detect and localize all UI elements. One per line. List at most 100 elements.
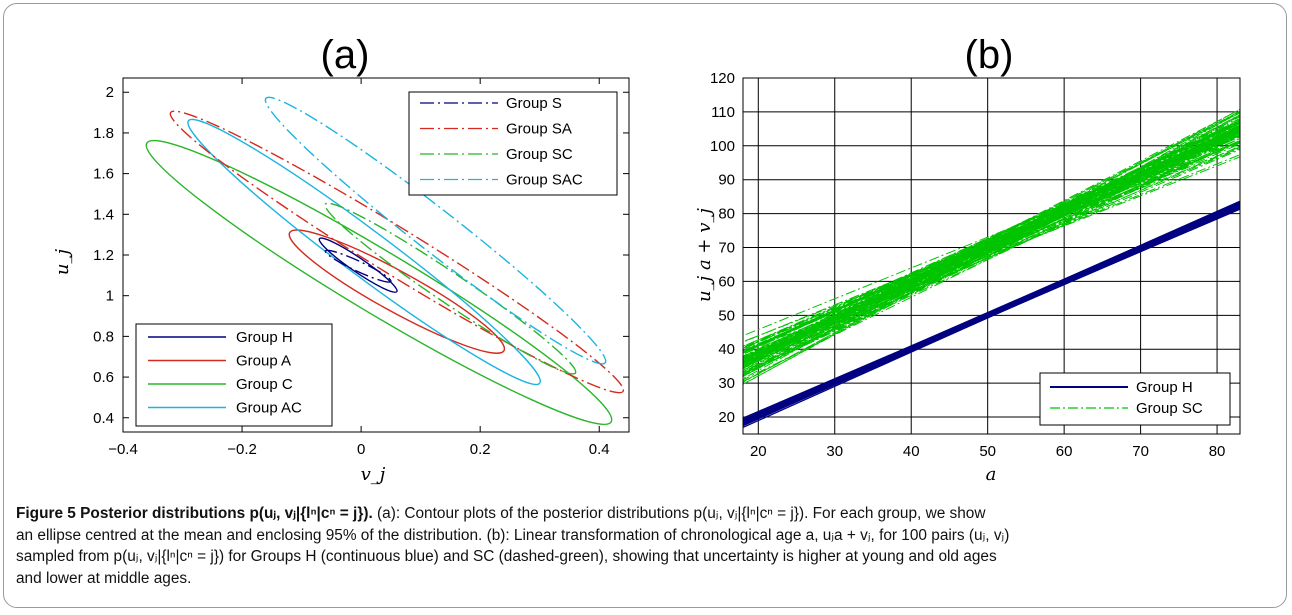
x-tick-label: 70 <box>1132 443 1149 460</box>
panel-a: (a) −0.4 −0.2 0 0.2 0.4 0.4 0.6 0.8 1 1.2 1.4 1.6 1.… <box>52 33 630 485</box>
x-tick-label: 0 <box>357 441 365 458</box>
sc-sample-line <box>743 120 1240 369</box>
figure-caption: Figure 5 Posterior distributions p(uⱼ, v… <box>16 503 1278 589</box>
x-tick-label: −0.4 <box>108 441 138 458</box>
y-tick-label: 0.8 <box>93 328 114 345</box>
y-tick-label: 80 <box>718 206 735 223</box>
sc-sample-line <box>743 129 1240 371</box>
sc-sample-line <box>743 116 1240 383</box>
legend-label: Group C <box>236 376 293 393</box>
y-tick-label: 1.8 <box>93 125 114 142</box>
legend-label: Group SC <box>1136 400 1203 417</box>
sc-sample-line <box>743 130 1240 359</box>
legend-label: Group S <box>506 95 562 112</box>
y-tick-label: 60 <box>718 273 735 290</box>
sc-sample-line <box>743 131 1240 377</box>
x-tick-label: 20 <box>750 443 767 460</box>
panel-a-ylabel: u_j <box>52 249 73 276</box>
sc-sample-line <box>743 145 1240 368</box>
panel-a-legend-top-right: Group S Group SA Group SC Group SAC <box>408 91 618 196</box>
x-tick-label: 40 <box>903 443 920 460</box>
legend-label: Group H <box>236 329 293 346</box>
legend-label: Group SC <box>506 146 573 163</box>
ellipse-group-sac <box>264 96 607 365</box>
x-tick-label: 0.2 <box>470 441 491 458</box>
sc-sample-line <box>743 134 1240 358</box>
panel-b-xlabel: a <box>986 464 997 485</box>
ellipse-group-sa <box>169 110 625 394</box>
sc-sample-line <box>743 112 1240 368</box>
sc-sample-line <box>743 124 1240 353</box>
sc-sample-line <box>743 146 1240 343</box>
figure-svg: (a) −0.4 −0.2 0 0.2 0.4 0.4 0.6 0.8 1 1.2 1.4 1.6 1.… <box>52 33 1241 485</box>
sc-sample-line <box>743 126 1240 354</box>
h-sample-line <box>743 202 1240 425</box>
y-tick-label: 20 <box>718 409 735 426</box>
x-tick-label: 50 <box>979 443 996 460</box>
sc-sample-line <box>743 126 1240 367</box>
y-tick-label: 2 <box>106 84 114 101</box>
x-tick-label: 0.4 <box>589 441 610 458</box>
panel-a-legend-bottom-left: Group H Group A Group C Group AC <box>135 323 333 427</box>
caption-line-3: sampled from p(uⱼ, vⱼ|{lⁿ|cⁿ = j}) for G… <box>16 548 997 565</box>
y-tick-label: 0.4 <box>93 410 114 427</box>
y-tick-label: 90 <box>718 172 735 189</box>
y-tick-label: 110 <box>711 104 735 121</box>
y-tick-label: 40 <box>718 341 735 358</box>
sc-sample-line <box>743 149 1240 364</box>
y-tick-label: 50 <box>718 307 735 324</box>
sc-sample-line <box>743 135 1240 337</box>
caption-text-1: (a): Contour plots of the posterior dist… <box>377 505 986 522</box>
ellipse-group-ac <box>187 118 541 386</box>
legend-box-b <box>1039 372 1231 426</box>
x-tick-label: −0.2 <box>227 441 257 458</box>
y-tick-label: 1.6 <box>93 166 114 183</box>
ellipse-group-a <box>288 229 506 354</box>
sc-sample-line <box>743 140 1240 375</box>
h-sample-line <box>743 206 1240 426</box>
x-tick-label: 60 <box>1056 443 1073 460</box>
y-tick-label: 30 <box>718 375 735 392</box>
legend-label: Group SA <box>506 121 572 138</box>
y-tick-label: 100 <box>710 138 735 155</box>
legend-box-bottom-left <box>135 323 333 427</box>
caption-line-1: Figure 5 Posterior distributions p(uⱼ, v… <box>16 503 1278 525</box>
caption-line-4: and lower at middle ages. <box>16 569 192 587</box>
panel-b-title: (b) <box>965 33 1014 77</box>
panel-a-ticks: −0.4 −0.2 0 0.2 0.4 0.4 0.6 0.8 1 1.2 1.4 1.6 1.8 2 <box>93 78 629 458</box>
y-tick-label: 1.4 <box>93 206 114 223</box>
caption-title: Posterior distributions p(uⱼ, vⱼ|{lⁿ|cⁿ … <box>80 505 373 522</box>
legend-box-top-right <box>408 91 618 196</box>
x-tick-label: 30 <box>826 443 843 460</box>
sc-sample-line <box>743 156 1240 353</box>
legend-label: Group AC <box>236 400 302 417</box>
panel-b-ylabel: u_j a + v_j <box>694 208 715 302</box>
ellipse-group-h <box>318 237 398 293</box>
legend-label: Group H <box>1136 379 1193 396</box>
legend-label: Group SAC <box>506 172 583 189</box>
panel-b-legend: Group H Group SC <box>1039 372 1231 426</box>
panel-b-lines <box>743 108 1240 429</box>
sc-sample-line <box>743 140 1240 362</box>
sc-sample-line <box>743 147 1240 352</box>
panel-a-xlabel: v_j <box>361 464 386 485</box>
sc-sample-line <box>743 140 1240 373</box>
panel-a-ellipses <box>145 96 625 426</box>
caption-label: Figure 5 <box>16 505 76 522</box>
panel-a-title: (a) <box>321 33 370 77</box>
y-tick-label: 0.6 <box>93 369 114 386</box>
sc-sample-line <box>743 121 1240 360</box>
ellipse-group-s <box>324 249 392 283</box>
sc-sample-line <box>743 136 1240 360</box>
panel-b-axes <box>742 77 1241 435</box>
y-tick-label: 1 <box>106 288 114 305</box>
y-tick-label: 120 <box>710 70 735 87</box>
ellipse-group-sc <box>324 202 577 375</box>
y-tick-label: 70 <box>718 240 735 257</box>
sc-sample-line <box>743 121 1240 361</box>
legend-label: Group A <box>236 353 291 370</box>
caption-line-2: an ellipse centred at the mean and enclo… <box>16 526 1010 544</box>
panel-b-ticks: 20 30 40 50 60 70 80 20 30 40 50 60 70 80 90 100 110 120 <box>710 70 1225 460</box>
sc-sample-line <box>743 110 1240 367</box>
sc-sample-line <box>743 128 1240 357</box>
